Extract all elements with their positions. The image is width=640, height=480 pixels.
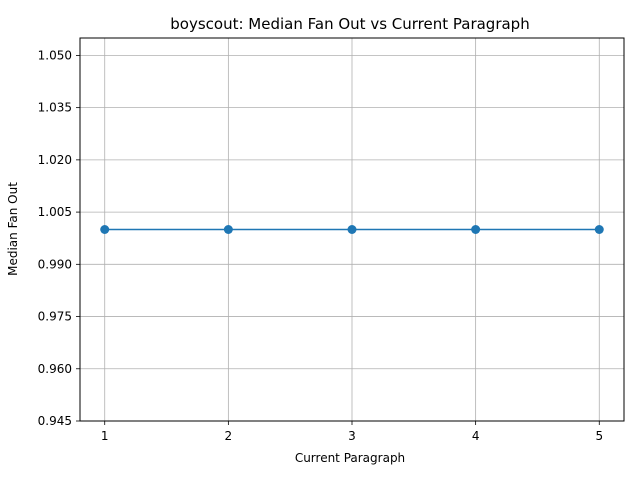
x-tick-label: 4 xyxy=(472,429,480,443)
x-axis: 1 2 3 4 5 xyxy=(101,421,603,443)
data-point xyxy=(594,225,604,234)
y-tick-label: 0.990 xyxy=(38,257,72,271)
series-group xyxy=(100,225,604,234)
x-tick-label: 3 xyxy=(348,429,356,443)
y-tick-label: 1.020 xyxy=(38,153,72,167)
data-point xyxy=(347,225,357,234)
chart-title: boyscout: Median Fan Out vs Current Para… xyxy=(170,15,529,33)
y-tick-label: 0.975 xyxy=(38,310,72,324)
y-axis: 0.945 0.960 0.975 0.990 1.005 1.020 1.035 1.050 xyxy=(38,48,80,428)
x-axis-label: Current Paragraph xyxy=(295,451,405,465)
y-tick-label: 1.005 xyxy=(38,205,72,219)
data-point xyxy=(471,225,481,234)
data-point xyxy=(100,225,110,234)
x-tick-label: 2 xyxy=(225,429,233,443)
x-tick-label: 1 xyxy=(101,429,109,443)
y-axis-label: Median Fan Out xyxy=(6,182,20,276)
y-tick-label: 1.050 xyxy=(38,48,72,62)
data-point xyxy=(223,225,233,234)
y-tick-label: 0.945 xyxy=(38,414,72,428)
x-tick-label: 5 xyxy=(595,429,603,443)
y-tick-label: 0.960 xyxy=(38,362,72,376)
y-tick-label: 1.035 xyxy=(38,101,72,115)
